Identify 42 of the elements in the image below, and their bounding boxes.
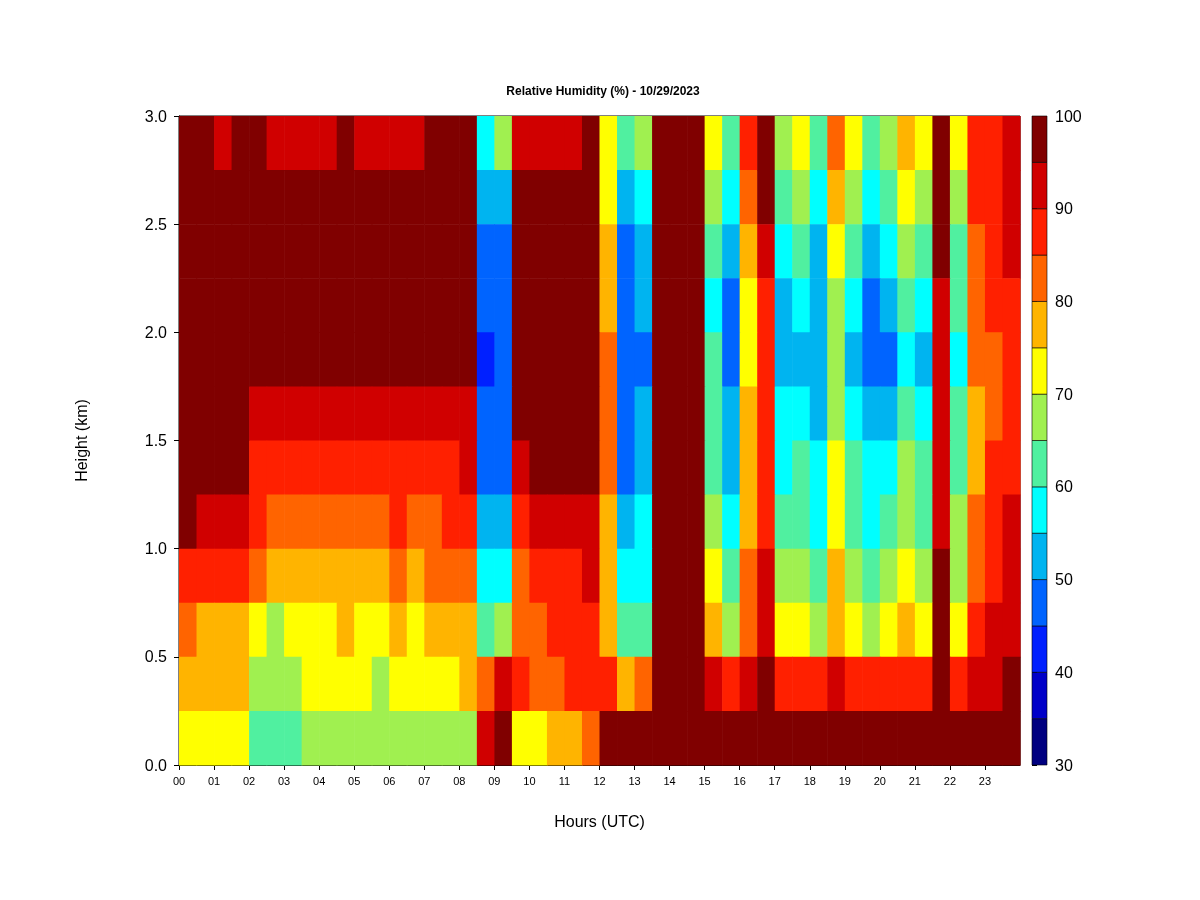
x-tick-label: 20 [873, 774, 886, 787]
x-tick-label: 22 [943, 774, 957, 787]
y-tick-label: 0.5 [144, 648, 168, 666]
y-tick-label: 1.0 [144, 540, 168, 558]
x-axis-title: Hours (UTC) [554, 812, 645, 830]
y-tick-label: 3.0 [144, 107, 168, 125]
y-tick-label: 0.0 [144, 756, 168, 774]
x-tick-label: 10 [523, 774, 536, 787]
x-tick-label: 21 [908, 774, 921, 787]
x-tick-label: 16 [733, 774, 746, 787]
x-tick-label: 02 [242, 774, 256, 787]
color-bar-label: 60 [1055, 478, 1073, 496]
x-tick-label: 09 [488, 774, 501, 787]
chart-title: Relative Humidity (%) - 10/29/2023 [506, 84, 701, 98]
y-tick-label: 1.5 [144, 432, 168, 449]
color-bar-label: 100 [1055, 107, 1082, 125]
color-bar-label: 70 [1055, 385, 1073, 403]
x-tick-label: 03 [278, 774, 291, 787]
x-tick-label: 23 [978, 774, 992, 787]
x-tick-label: 07 [418, 774, 431, 787]
y-tick-label: 2.5 [144, 215, 168, 233]
color-bar-label: 90 [1055, 200, 1073, 218]
x-tick-label: 13 [628, 774, 641, 787]
color-bar-label: 30 [1055, 756, 1073, 774]
x-tick-label: 06 [383, 774, 396, 787]
x-tick-label: 08 [453, 774, 466, 787]
x-tick-label: 05 [348, 774, 361, 787]
color-bar-label: 80 [1055, 292, 1073, 310]
y-axis-title: Height (km) [72, 399, 90, 482]
x-tick-label: 01 [207, 774, 221, 787]
x-tick-label: 04 [313, 774, 326, 787]
x-tick-label: 12 [593, 774, 606, 787]
x-tick-label: 00 [172, 774, 186, 787]
x-tick-label: 15 [698, 774, 711, 787]
x-tick-label: 11 [558, 774, 571, 787]
x-tick-label: 17 [768, 774, 781, 787]
color-bar-label: 40 [1055, 663, 1073, 681]
x-tick-label: 18 [803, 774, 816, 787]
y-tick-label: 2.0 [144, 323, 168, 341]
x-tick-label: 14 [663, 774, 676, 787]
x-tick-label: 19 [838, 774, 851, 787]
color-bar-label: 50 [1055, 571, 1073, 589]
